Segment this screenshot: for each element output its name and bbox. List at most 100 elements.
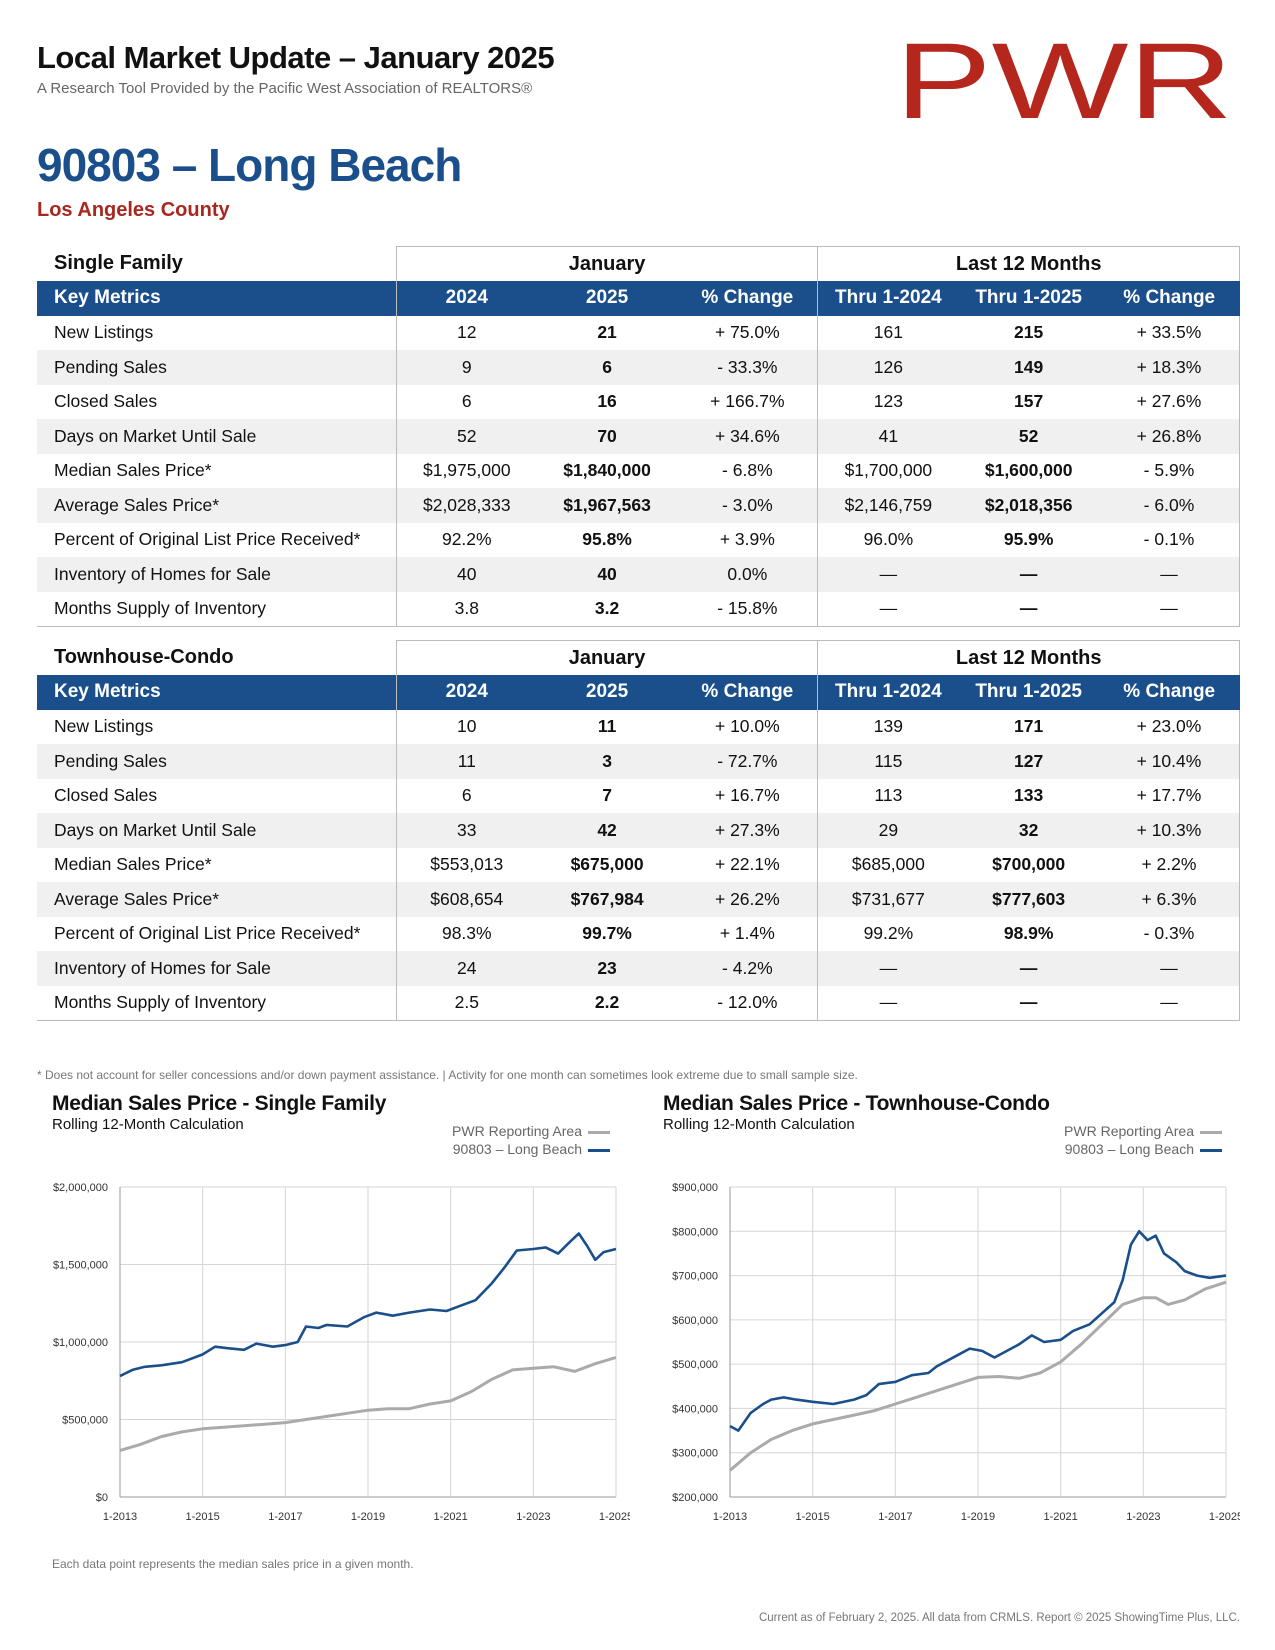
metric-value: - 12.0% (677, 985, 818, 1021)
metric-value: + 1.4% (719, 923, 775, 944)
metric-value: + 3.9% (719, 529, 775, 550)
y-tick-label: $400,000 (672, 1403, 718, 1415)
metric-label: Closed Sales (54, 785, 158, 806)
column-header: Thru 1-2024 (817, 281, 959, 316)
metric-value: - 0.1% (1098, 522, 1240, 557)
group-header-january: January (395, 640, 818, 675)
column-header: Key Metrics (37, 281, 397, 316)
metric-value: + 27.3% (677, 813, 818, 848)
metric-value: $2,028,333 (395, 488, 537, 523)
group-header-last-12-months: Last 12 Months (817, 246, 1240, 281)
metric-value: + 34.6% (677, 419, 818, 454)
county-label: Los Angeles County (37, 199, 230, 221)
column-header: Thru 1-2025 (958, 281, 1099, 316)
table-row: Inventory of Homes for Sale 24 23- 4.2% — — — (37, 951, 1240, 986)
y-tick-label: $1,500,000 (53, 1260, 108, 1272)
metric-value: + 22.1% (714, 854, 780, 875)
chart-note: Each data point represents the median sa… (52, 1557, 414, 1571)
metric-value: 6 (395, 384, 537, 419)
legend-label: 90803 – Long Beach (452, 1141, 582, 1157)
table-row: New Listings 12 21 + 75.0% 161 215 + 33.5% (37, 315, 1240, 350)
x-tick-label: 1-2023 (1126, 1511, 1160, 1523)
metric-value: 96.0% (817, 522, 959, 557)
metric-value: - 33.3% (677, 350, 818, 385)
y-tick-label: $300,000 (672, 1448, 718, 1460)
legend-label: PWR Reporting Area (1064, 1123, 1194, 1139)
metric-value: 161 (817, 315, 959, 350)
metric-value: 41 (817, 419, 959, 454)
column-header: % Change (677, 675, 818, 710)
metric-value: + 10.3% (1098, 813, 1240, 848)
legend-item: 90803 – Long Beach (330, 1140, 610, 1158)
metric-value: 99.7% (582, 923, 632, 944)
metric-value: — (1098, 557, 1240, 592)
y-tick-label: $0 (96, 1492, 108, 1504)
y-tick-label: $700,000 (672, 1271, 718, 1283)
metric-value: 29 (817, 813, 959, 848)
metric-value: 0.0% (677, 557, 818, 592)
table-row: Inventory of Homes for Sale 40 40 0.0% — — — (37, 557, 1240, 592)
x-tick-label: 1-2019 (961, 1511, 995, 1523)
table-row: Months Supply of Inventory 2.5 2.2- 12.0% —… (37, 985, 1240, 1021)
table-row: Closed Sales 6 16 + 166.7% 123 157 + 27.6% (37, 384, 1240, 419)
metric-value: - 4.2% (677, 951, 818, 986)
metric-value: 9 (395, 350, 537, 385)
x-tick-label: 1-2023 (516, 1511, 550, 1523)
metric-value: $675,000 (570, 854, 644, 875)
section-label: Townhouse-Condo (54, 646, 234, 669)
metric-value: 126 (817, 350, 959, 385)
metric-label: Average Sales Price* (37, 882, 397, 917)
metric-value: 12 (395, 315, 537, 350)
table-row: Median Sales Price* $553,013 $675,000 + 22.… (37, 847, 1240, 882)
metric-value: $608,654 (395, 882, 537, 917)
table-row: Pending Sales 11 3- 72.7% 115 127 + 10.4% (37, 744, 1240, 779)
legend-swatch (588, 1130, 610, 1134)
legend-item: PWR Reporting Area (330, 1122, 610, 1140)
metric-label: Percent of Original List Price Received* (54, 923, 361, 944)
series-line-pwr (729, 1280, 1227, 1472)
chart-townhouse-condo: $200,000 $300,000 $400,000 $500,000 $600,000… (672, 1182, 1240, 1523)
metric-label: Percent of Original List Price Received* (54, 529, 361, 550)
metric-value: 70 (536, 419, 678, 454)
metric-value: 2.2 (536, 985, 678, 1021)
metric-value: 40 (395, 557, 537, 592)
metric-value: + 33.5% (1098, 315, 1240, 350)
metric-value: — (958, 557, 1099, 592)
report-title: Local Market Update – January 2025 (37, 40, 555, 75)
x-tick-label: 1-2015 (186, 1511, 220, 1523)
x-tick-label: 1-2013 (713, 1511, 747, 1523)
x-tick-label: 1-2017 (878, 1511, 912, 1523)
metric-value: $731,677 (817, 882, 959, 917)
metric-value: 16 (597, 391, 617, 412)
metric-value: - 3.0% (677, 488, 818, 523)
metric-value: + 75.0% (714, 322, 780, 343)
x-tick-label: 1-2013 (103, 1511, 137, 1523)
column-header: Thru 1-2024 (817, 675, 959, 710)
pwr-logo: PWR (895, 40, 1233, 125)
metric-label: Days on Market Until Sale (37, 419, 397, 454)
table-row: Months Supply of Inventory 3.8 3.2- 15.8% —… (37, 591, 1240, 627)
column-header: 2025 (536, 281, 678, 316)
column-header: 2025 (536, 675, 678, 710)
metric-value: 157 (1014, 391, 1044, 412)
metric-value: 7 (602, 785, 612, 806)
chart-sf-header: Median Sales Price - Single Family Rolli… (52, 1092, 612, 1133)
y-tick-label: $500,000 (672, 1359, 718, 1371)
metric-value: 139 (817, 709, 959, 744)
metric-label: Pending Sales (37, 744, 397, 779)
metric-label: Months Supply of Inventory (37, 985, 397, 1021)
metric-label: Months Supply of Inventory (37, 591, 397, 627)
metric-value: $1,975,000 (395, 453, 537, 488)
metric-value: 42 (536, 813, 678, 848)
legend-item: 90803 – Long Beach (942, 1140, 1222, 1158)
metric-value: $2,146,759 (817, 488, 959, 523)
table-row: Percent of Original List Price Received*… (37, 916, 1240, 951)
metric-value: — (958, 951, 1099, 986)
townhouse-condo-table: Townhouse-Condo January Last 12 Months K… (37, 640, 1240, 1021)
metric-value: 149 (958, 350, 1099, 385)
metric-value: - 0.3% (1098, 916, 1240, 951)
table-row: New Listings 10 11 + 10.0% 139 171 + 23.0% (37, 709, 1240, 744)
metric-value: + 17.7% (1098, 778, 1240, 813)
section-label: Single Family (54, 252, 183, 275)
metric-value: $767,984 (536, 882, 678, 917)
